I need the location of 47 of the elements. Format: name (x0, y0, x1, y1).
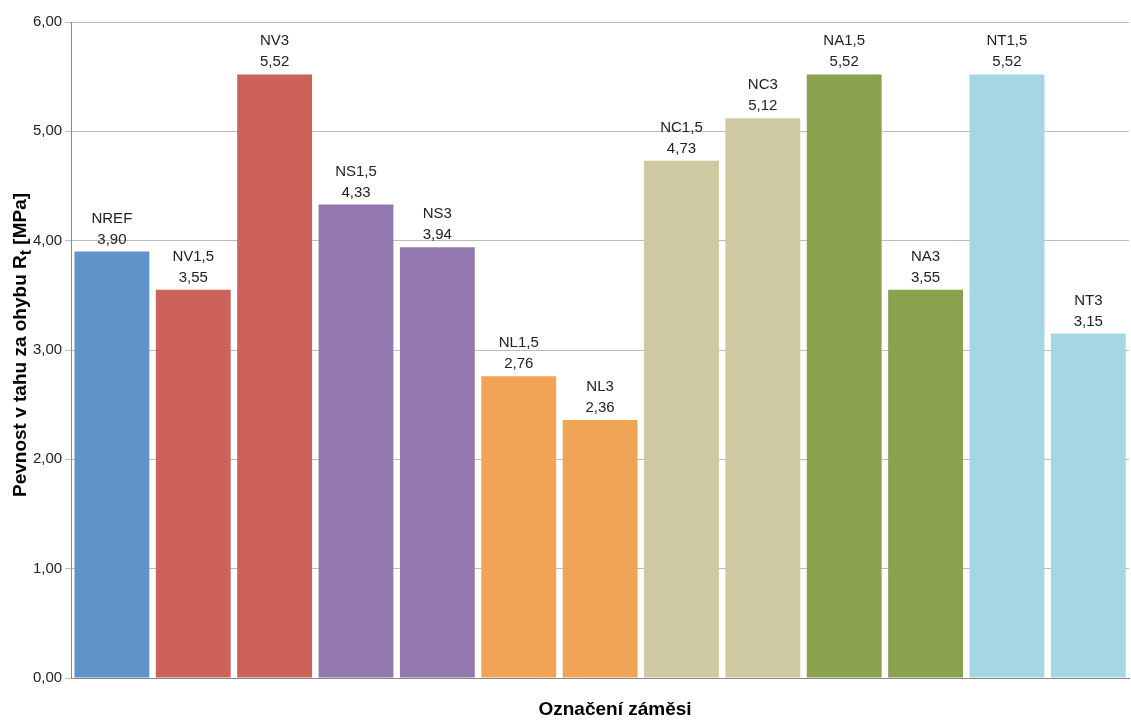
bar (562, 419, 638, 678)
data-label: 4,33 (341, 182, 371, 200)
x-tick-label: NS3 (422, 204, 452, 222)
x-tick-label: NL1,5 (498, 333, 539, 351)
x-tick-label: NC1,5 (660, 117, 703, 135)
x-tick-label: NS1,5 (335, 161, 377, 179)
x-tick-label: NV1,5 (172, 246, 215, 264)
data-label: 5,52 (260, 52, 290, 70)
x-axis-title: Označení záměsi (538, 698, 692, 720)
data-label: 2,76 (504, 354, 534, 372)
bar (725, 118, 801, 678)
data-label: 5,52 (992, 52, 1022, 70)
bar (237, 74, 313, 678)
x-tick-label: NA3 (910, 246, 941, 264)
bar (399, 247, 475, 678)
x-tick-label: NREF (91, 208, 133, 226)
data-label: 3,94 (422, 225, 452, 243)
x-tick-label: NV3 (260, 31, 290, 49)
y-tick-label: 3,00 (32, 340, 63, 358)
data-label: 3,55 (910, 267, 941, 285)
y-tick-label: 5,00 (32, 121, 63, 139)
data-label: 3,55 (178, 267, 208, 285)
data-label: 5,52 (829, 52, 859, 70)
x-tick-label: NC3 (747, 75, 778, 93)
y-tick-label: 2,00 (32, 449, 63, 467)
x-tick-label: NT1,5 (986, 31, 1028, 49)
y-tick-label: 0,00 (32, 668, 63, 686)
y-tick-label: 6,00 (32, 12, 63, 30)
y-tick-label: 4,00 (32, 230, 63, 248)
bar (644, 160, 719, 678)
x-tick-label: NT3 (1074, 290, 1103, 308)
data-label: 2,36 (585, 397, 615, 415)
data-label: 4,73 (666, 138, 697, 156)
data-label: 3,15 (1073, 311, 1103, 329)
x-tick-label: NA1,5 (823, 31, 866, 49)
bar (318, 204, 394, 678)
bar (888, 289, 964, 678)
x-tick-label: NL3 (586, 376, 614, 394)
y-tick-label: 1,00 (32, 558, 63, 576)
bar (481, 376, 557, 678)
bar (969, 74, 1045, 678)
bar (806, 74, 882, 678)
data-label: 3,90 (97, 229, 127, 247)
bar (1050, 333, 1126, 678)
bar (74, 251, 150, 678)
data-label: 5,12 (748, 96, 778, 114)
bar (155, 289, 231, 678)
